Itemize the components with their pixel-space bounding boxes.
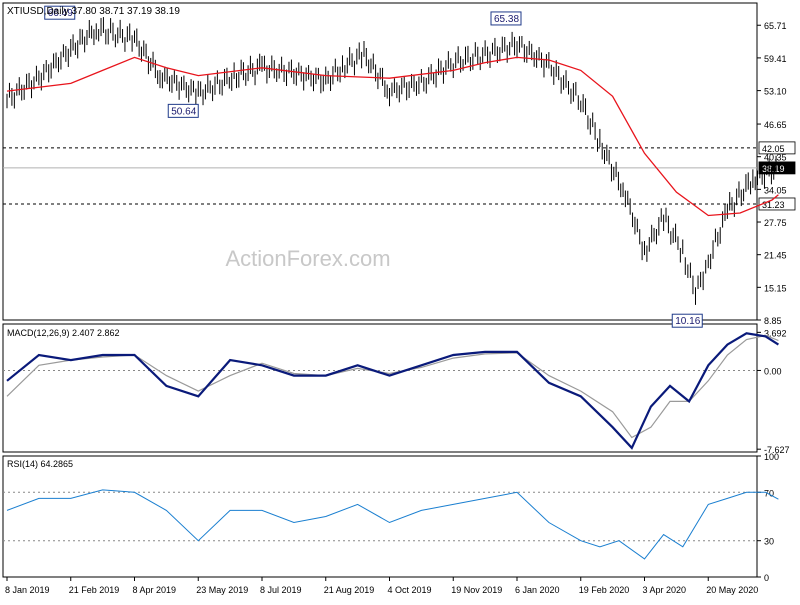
annotation-box (167, 103, 199, 118)
macd-y-axis: 3.692 0.00 -7.627 (757, 328, 790, 455)
level-tag-box (758, 161, 796, 175)
price-y-tick-label: 15.15 (764, 283, 787, 293)
macd-title: MACD(12,26,9) 2.407 2.862 (7, 328, 120, 338)
price-pane-frame (2, 2, 758, 321)
level-tag-label: 31.23 (762, 200, 785, 210)
rsi-y-tick-label: 70 (764, 488, 774, 498)
price-y-tick-label: 8.85 (764, 316, 782, 326)
rsi-line (6, 489, 779, 560)
x-tick-label: 20 May 2020 (706, 585, 758, 595)
chart-header: XTIUSD,Daily 37.80 38.71 37.19 38.19 (7, 6, 180, 17)
price-y-tick-label: 34.05 (764, 185, 787, 195)
x-tick-label: 19 Nov 2019 (451, 585, 502, 595)
rsi-y-tick-label: 0 (764, 573, 769, 583)
annotation-box (490, 11, 522, 26)
price-y-tick-label: 27.75 (764, 218, 787, 228)
x-tick-label: 21 Feb 2019 (69, 585, 120, 595)
annotation-label: 50.64 (171, 106, 196, 117)
level-tag-box (758, 141, 796, 155)
annotation-label: 66.49 (48, 8, 73, 19)
x-axis: 8 Jan 2019 21 Feb 2019 8 Apr 2019 23 May 20… (5, 577, 758, 595)
rsi-y-tick-label: 30 (764, 537, 774, 547)
price-bars (6, 17, 777, 305)
price-y-tick-label: 65.71 (764, 21, 787, 31)
macd-y-tick-label: -7.627 (764, 445, 790, 455)
price-y-tick-label: 59.41 (764, 54, 787, 64)
watermark: ActionForex.com (225, 246, 390, 271)
annotation-box (671, 313, 703, 328)
level-tag-label: 42.05 (762, 144, 785, 154)
rsi-title: RSI(14) 64.2865 (7, 459, 73, 469)
rsi-pane-frame (2, 455, 758, 578)
annotation-box (44, 5, 76, 20)
x-tick-label: 8 Jul 2019 (260, 585, 302, 595)
x-tick-label: 4 Oct 2019 (388, 585, 432, 595)
macd-y-tick-label: 3.692 (764, 328, 787, 338)
macd-y-tick-label: 0.00 (764, 366, 782, 376)
annotation-label: 65.38 (494, 14, 519, 25)
rsi-y-axis: 100 70 30 0 (757, 452, 779, 583)
macd-pane-frame (2, 323, 758, 453)
price-y-tick-label: 53.10 (764, 87, 787, 97)
price-y-axis: 65.71 59.41 53.10 46.65 40.35 34.05 27.75 21.45… (757, 21, 787, 326)
price-y-tick-label: 46.65 (764, 120, 787, 130)
x-tick-label: 21 Aug 2019 (324, 585, 375, 595)
x-tick-label: 8 Jan 2019 (5, 585, 50, 595)
x-tick-label: 23 May 2019 (196, 585, 248, 595)
macd-signal-line (6, 334, 779, 439)
x-tick-label: 8 Apr 2019 (133, 585, 177, 595)
macd-line (6, 332, 779, 450)
annotation-label: 10.16 (675, 316, 700, 327)
rsi-y-tick-label: 100 (764, 452, 779, 462)
price-y-tick-label: 21.45 (764, 251, 787, 261)
moving-average-line (6, 56, 779, 217)
x-tick-label: 19 Feb 2020 (579, 585, 630, 595)
x-tick-label: 6 Jan 2020 (515, 585, 560, 595)
x-tick-label: 3 Apr 2020 (643, 585, 687, 595)
price-y-tick-label: 40.35 (764, 153, 787, 163)
